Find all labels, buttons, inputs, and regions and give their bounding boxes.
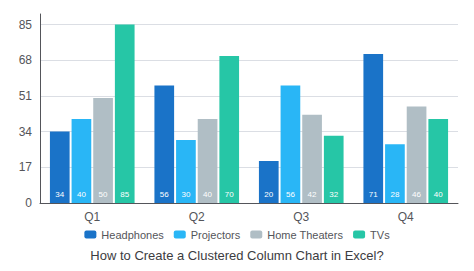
svg-text:56: 56 [286, 190, 295, 199]
svg-text:Q1: Q1 [84, 210, 100, 224]
svg-text:85: 85 [19, 18, 33, 32]
svg-text:20: 20 [264, 190, 273, 199]
svg-text:40: 40 [203, 190, 212, 199]
svg-text:40: 40 [434, 190, 443, 199]
svg-text:40: 40 [77, 190, 86, 199]
svg-text:68: 68 [19, 53, 33, 67]
svg-text:0: 0 [25, 196, 32, 210]
svg-text:32: 32 [329, 190, 338, 199]
svg-text:Headphones: Headphones [101, 229, 164, 241]
svg-text:70: 70 [225, 190, 234, 199]
svg-text:50: 50 [99, 190, 108, 199]
svg-text:Q2: Q2 [189, 210, 205, 224]
svg-text:42: 42 [308, 190, 317, 199]
svg-text:34: 34 [19, 125, 33, 139]
svg-text:How to Create a Clustered Colu: How to Create a Clustered Column Chart i… [90, 248, 383, 263]
svg-text:56: 56 [160, 190, 169, 199]
svg-text:Q4: Q4 [398, 210, 414, 224]
svg-text:34: 34 [55, 190, 64, 199]
svg-text:46: 46 [412, 190, 421, 199]
svg-text:51: 51 [19, 89, 33, 103]
svg-text:17: 17 [19, 160, 33, 174]
svg-text:Home Theaters: Home Theaters [267, 229, 343, 241]
svg-text:71: 71 [369, 190, 378, 199]
svg-text:TVs: TVs [370, 229, 390, 241]
svg-text:Q3: Q3 [293, 210, 309, 224]
svg-text:30: 30 [181, 190, 190, 199]
svg-text:Projectors: Projectors [191, 229, 241, 241]
svg-text:28: 28 [390, 190, 399, 199]
svg-text:85: 85 [120, 190, 129, 199]
